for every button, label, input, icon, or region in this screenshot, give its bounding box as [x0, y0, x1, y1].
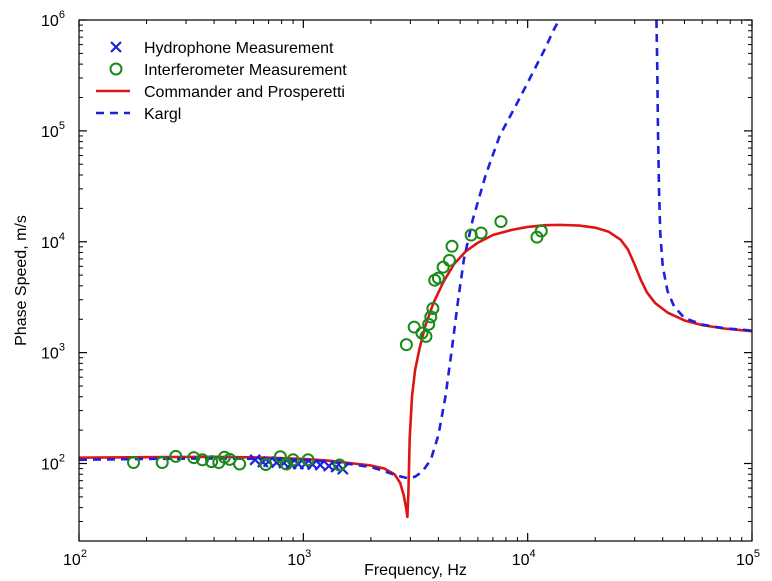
- y-tick-label: 102: [41, 453, 65, 474]
- data-point: [399, 338, 413, 352]
- data-point: [155, 456, 169, 470]
- y-tick-label: 106: [41, 9, 65, 30]
- series-line-3: [79, 20, 561, 480]
- legend-label: Commander and Prosperetti: [144, 84, 345, 101]
- x-tick-labels: 102 103 104 105: [63, 548, 760, 569]
- legend-label: Interferometer Measurement: [144, 62, 347, 79]
- y-axis-label: Phase Speed, m/s: [13, 215, 30, 346]
- data-point: [333, 458, 347, 472]
- legend-label: Hydrophone Measurement: [144, 40, 334, 57]
- data-point: [442, 253, 456, 267]
- data-point: [426, 302, 440, 316]
- data-point: [187, 451, 201, 465]
- data-point: [474, 226, 488, 240]
- data-point: [233, 457, 247, 471]
- axes-frame: [78, 19, 753, 542]
- legend: Hydrophone Measurement Interferometer Mea…: [96, 40, 347, 123]
- data-point: [205, 455, 219, 469]
- data-point: [286, 453, 300, 467]
- series-line-2: [79, 223, 752, 519]
- y-tick-label: 104: [41, 231, 65, 252]
- x-tick-label: 103: [287, 548, 311, 569]
- data-point: [195, 453, 209, 467]
- legend-label: Kargl: [144, 106, 181, 123]
- data-point: [422, 317, 436, 331]
- data-point: [445, 239, 459, 253]
- legend-marker: [109, 62, 123, 76]
- x-tick-label: 105: [736, 548, 760, 569]
- data-point: [169, 449, 183, 463]
- minor-ticks: [79, 20, 752, 541]
- data-point: [259, 457, 273, 471]
- data-point: [494, 215, 508, 229]
- data-point: [436, 260, 450, 274]
- data-point: [431, 271, 445, 285]
- data-point: [424, 310, 438, 324]
- y-tick-labels: 102 103 104 105 106: [41, 9, 65, 474]
- y-tick-label: 105: [41, 120, 65, 141]
- legend-marker: [110, 41, 122, 53]
- y-tick-label: 103: [41, 342, 65, 363]
- legend-item: Kargl: [96, 106, 181, 123]
- series-line-4: [655, 20, 752, 332]
- x-tick-label: 104: [512, 548, 536, 569]
- legend-item: Commander and Prosperetti: [96, 84, 345, 101]
- data-point: [534, 224, 548, 238]
- legend-item: Hydrophone Measurement: [110, 40, 334, 57]
- series-layer: [79, 20, 752, 519]
- legend-item: Interferometer Measurement: [109, 62, 347, 79]
- data-point: [127, 456, 141, 470]
- data-point: [301, 453, 315, 467]
- plot-area: [79, 20, 752, 519]
- x-axis-label: Frequency, Hz: [364, 562, 467, 579]
- series-points-1: [127, 215, 548, 472]
- x-tick-label: 102: [63, 548, 87, 569]
- data-point: [419, 329, 433, 343]
- data-point: [279, 457, 293, 471]
